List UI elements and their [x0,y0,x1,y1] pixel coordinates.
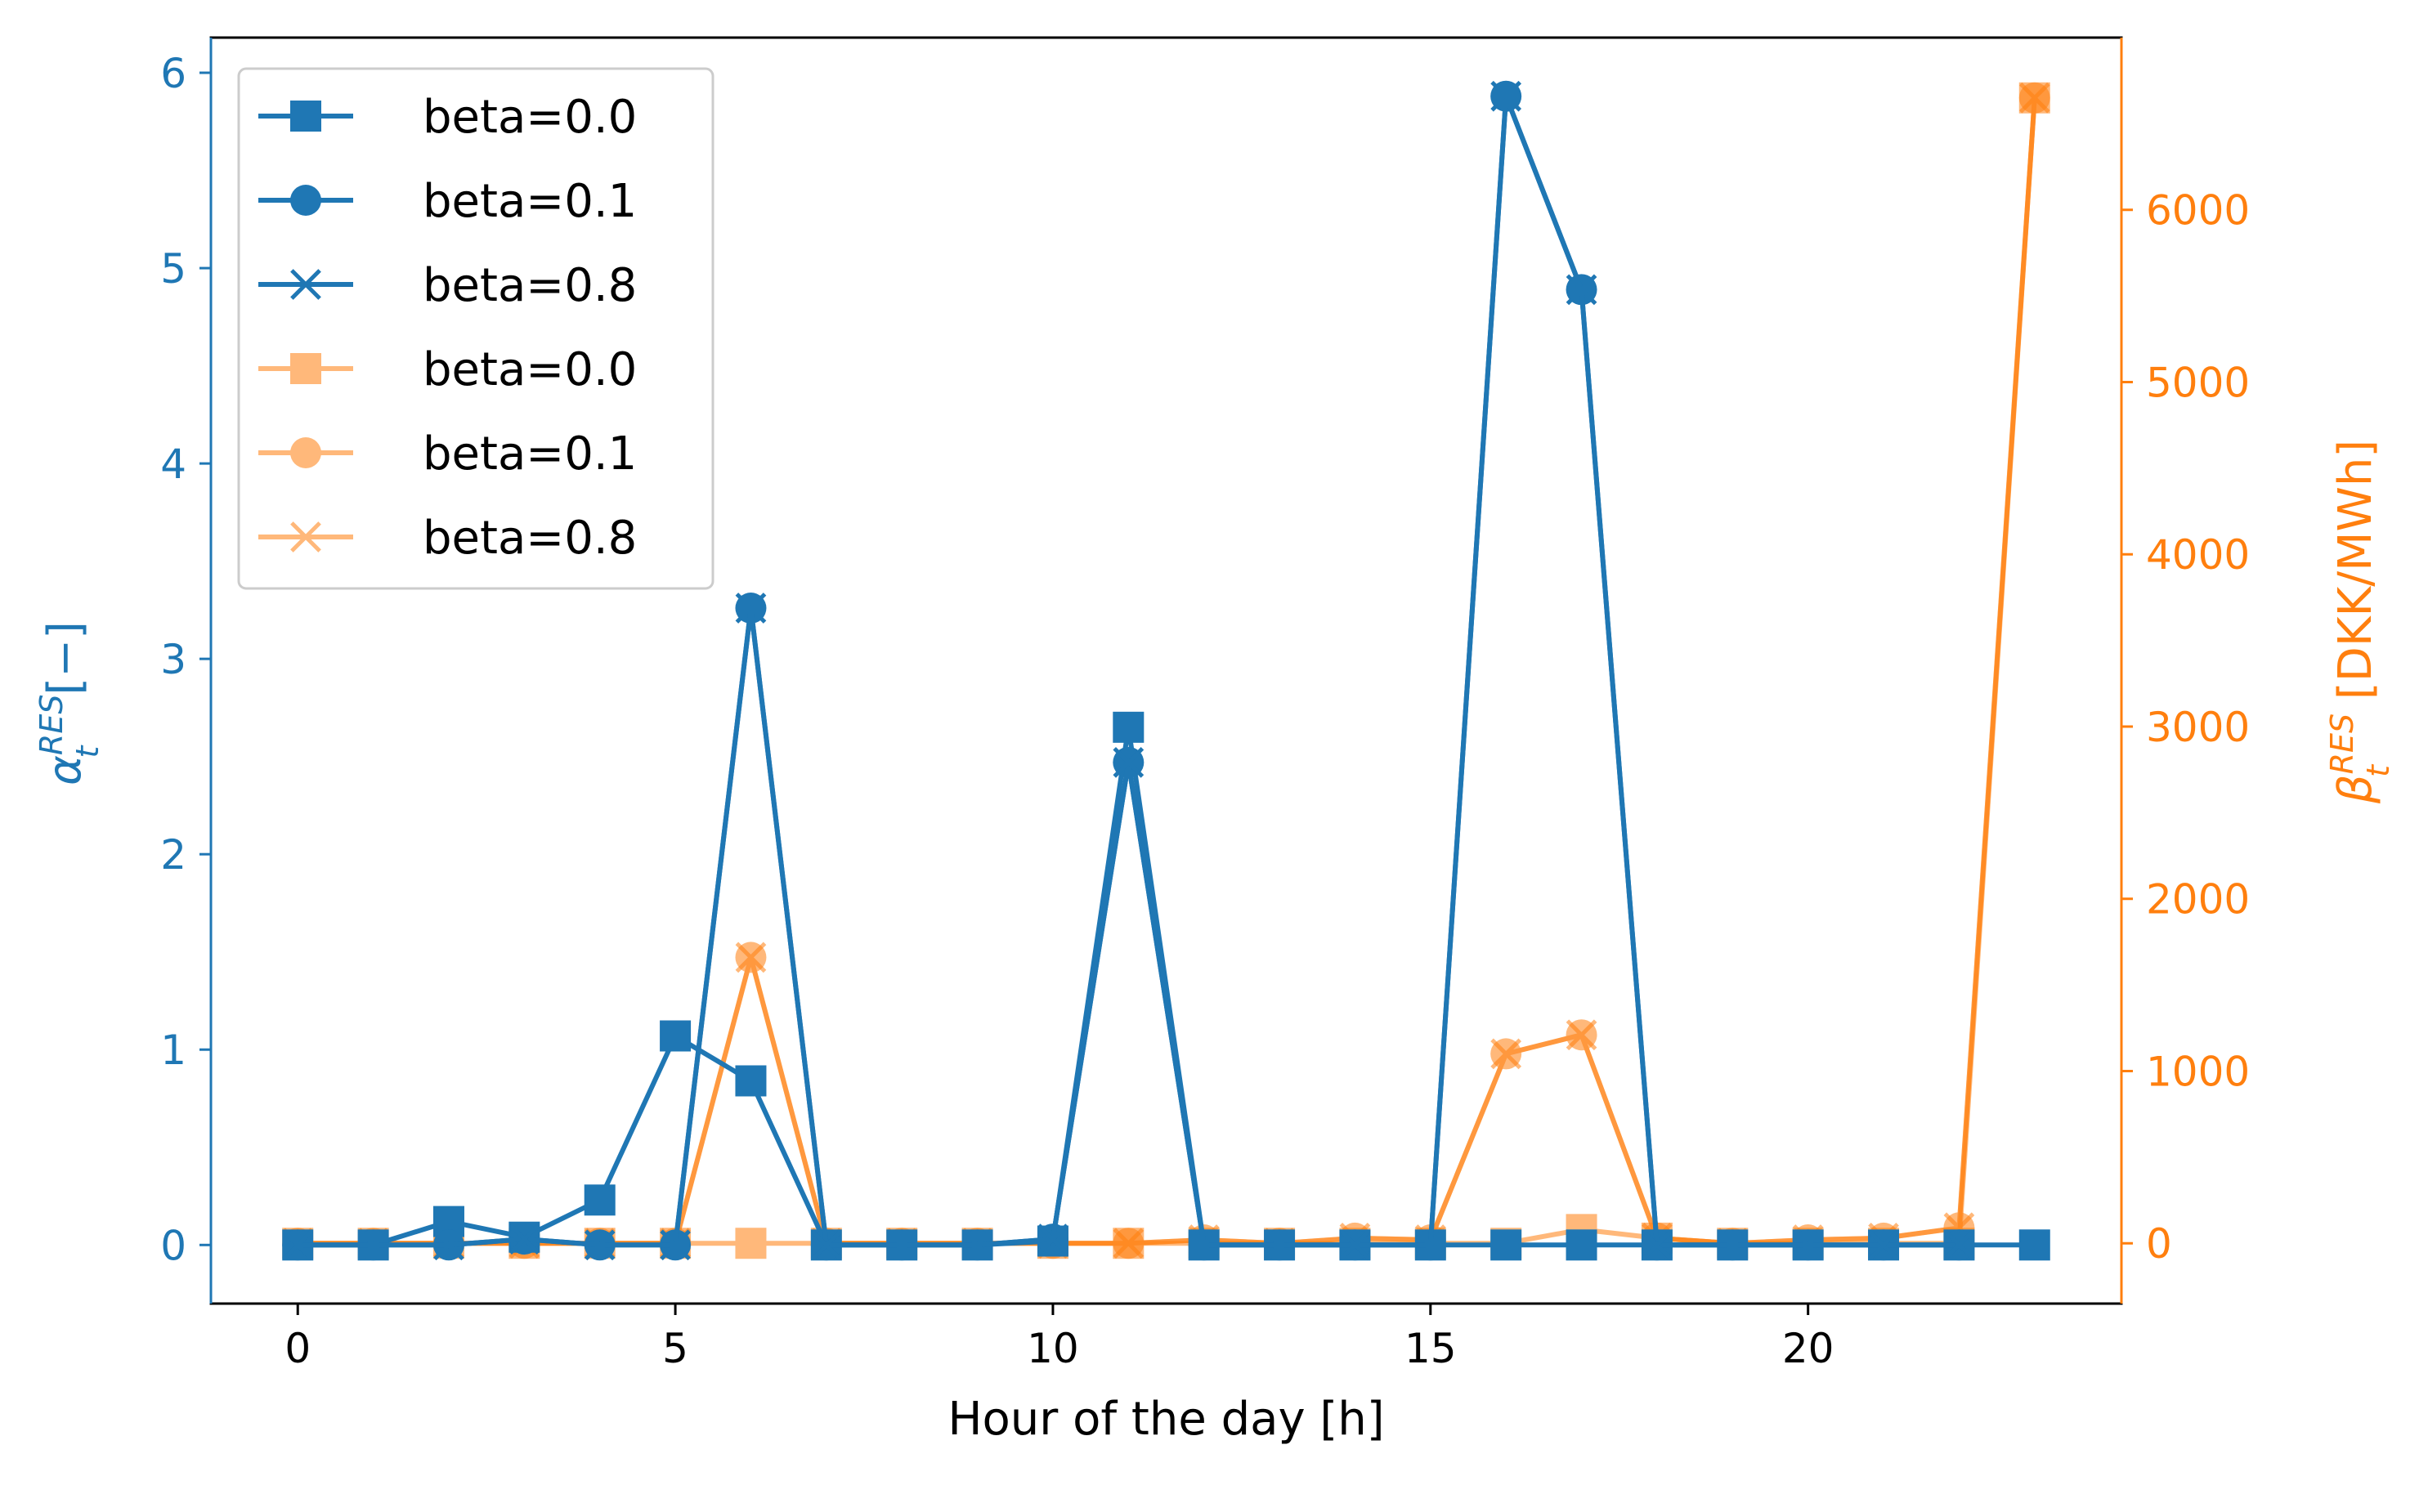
data-point-x [1566,1019,1597,1051]
data-point-x [810,1229,842,1261]
data-point-x [584,1229,616,1261]
legend-marker-x [290,521,321,552]
x-axis-title: Hour of the day [h] [947,1393,1384,1446]
legend-entry [258,521,353,552]
left-y-tick-label: 5 [160,245,186,293]
data-point-x [961,1229,993,1261]
legend-entry [258,353,353,384]
series-left-x [282,80,1975,1261]
left-y-axis-title: αRESt[−] [34,621,105,785]
data-point-x [735,942,767,973]
legend-entry [258,437,353,468]
data-point-square [584,1184,616,1216]
left-y-tick-label: 6 [160,50,186,97]
data-point-x [1642,1229,1673,1261]
data-point-x [1037,1223,1068,1255]
data-point-square [735,1228,767,1259]
legend-label: beta=0.0 [423,343,637,396]
data-point-x [2018,82,2050,114]
data-point-square [660,1020,692,1052]
data-point-x [1188,1229,1220,1261]
legend-label: beta=0.0 [423,91,637,144]
right-y-tick-label: 6000 [2146,187,2250,235]
data-point-x [1414,1229,1446,1261]
data-point-x [1943,1229,1975,1261]
left-y-tick-label: 1 [160,1027,186,1074]
legend-label: beta=0.8 [423,259,637,312]
data-point-square [1566,1229,1597,1261]
legend-marker-circle [290,185,321,216]
legend-entry [258,101,353,132]
data-point-x [1717,1229,1749,1261]
data-point-square [735,1065,767,1097]
x-tick-label: 15 [1404,1325,1457,1372]
legend-box [237,67,715,590]
left-y-tick-label: 4 [160,441,186,488]
data-point-square [1113,711,1145,743]
right-y-tick-label: 0 [2146,1220,2172,1268]
legend-entry [258,269,353,300]
data-point-x [1792,1229,1824,1261]
data-point-x [735,593,767,624]
legend-marker-square [290,101,321,132]
legend-label: beta=0.1 [423,175,637,228]
right-y-axis-title: βRESt [DKK/MWh] [2324,440,2396,804]
legend-marker-square [290,353,321,384]
data-point-x [1566,274,1597,306]
data-point-x [1490,80,1522,112]
x-tick-label: 10 [1027,1325,1079,1372]
right-y-tick-label: 5000 [2146,359,2250,406]
right-y-tick-label: 3000 [2146,704,2250,751]
x-tick-label: 0 [284,1325,311,1372]
data-point-square [1490,1229,1522,1261]
legend: beta=0.0 beta=0.1 beta=0.8 beta=0.0 beta=0.1… [237,67,715,590]
legend-marker-circle [290,437,321,468]
x-tick-label: 5 [662,1325,688,1372]
data-point-x [1264,1229,1295,1261]
legend-entry [258,185,353,216]
data-point-x [660,1229,691,1261]
data-point-x [1490,1038,1522,1070]
legend-label: beta=0.1 [423,427,637,481]
left-y-tick-label: 3 [160,636,186,683]
data-point-square [2018,1229,2050,1261]
data-point-x [357,1229,389,1261]
left-y-tick-label: 2 [160,831,186,879]
data-point-x [1868,1229,1899,1261]
data-point-x [1113,746,1145,778]
axes-layer: 0 5 10 15 20 0 1 2 3 4 5 6 0 1000 2000 3000 4000 5000 6000… [34,38,2396,1446]
right-y-tick-label: 1000 [2146,1048,2250,1095]
right-y-tick-label: 2000 [2146,876,2250,924]
legend-marker-x [290,269,321,300]
data-point-x [433,1229,464,1261]
data-point-x [1339,1229,1371,1261]
x-tick-label: 20 [1782,1325,1834,1372]
data-point-x [886,1229,918,1261]
left-y-tick-label: 0 [160,1222,186,1269]
data-point-x [282,1229,314,1261]
legend-label: beta=0.8 [423,512,637,565]
right-y-tick-label: 4000 [2146,531,2250,579]
series-layer [282,80,2050,1261]
data-point-x [1113,1228,1145,1259]
data-point-x [508,1223,540,1255]
